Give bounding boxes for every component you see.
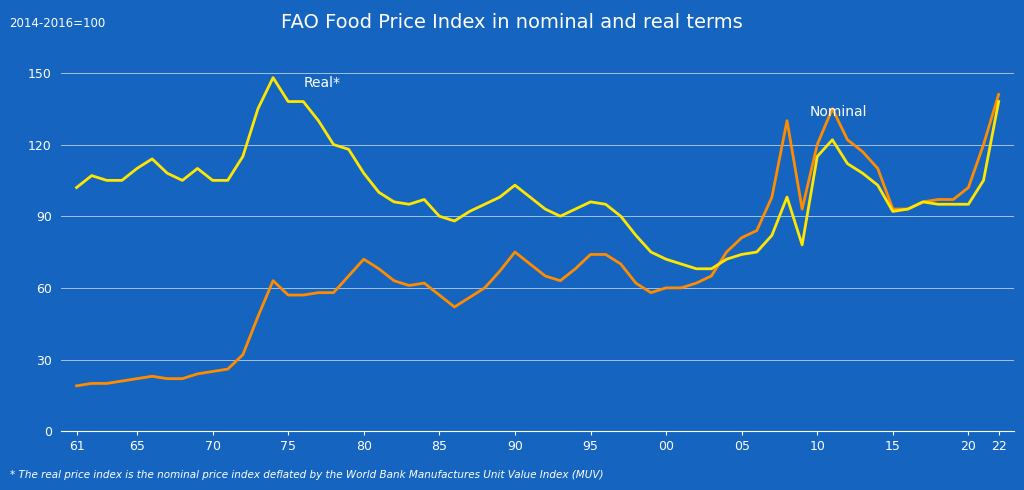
Text: * The real price index is the nominal price index deflated by the World Bank Man: * The real price index is the nominal pr… <box>10 470 604 480</box>
Text: Nominal: Nominal <box>810 105 867 119</box>
Text: 2014-2016=100: 2014-2016=100 <box>9 17 105 30</box>
Text: FAO Food Price Index in nominal and real terms: FAO Food Price Index in nominal and real… <box>282 13 742 31</box>
Text: Real*: Real* <box>303 76 340 90</box>
